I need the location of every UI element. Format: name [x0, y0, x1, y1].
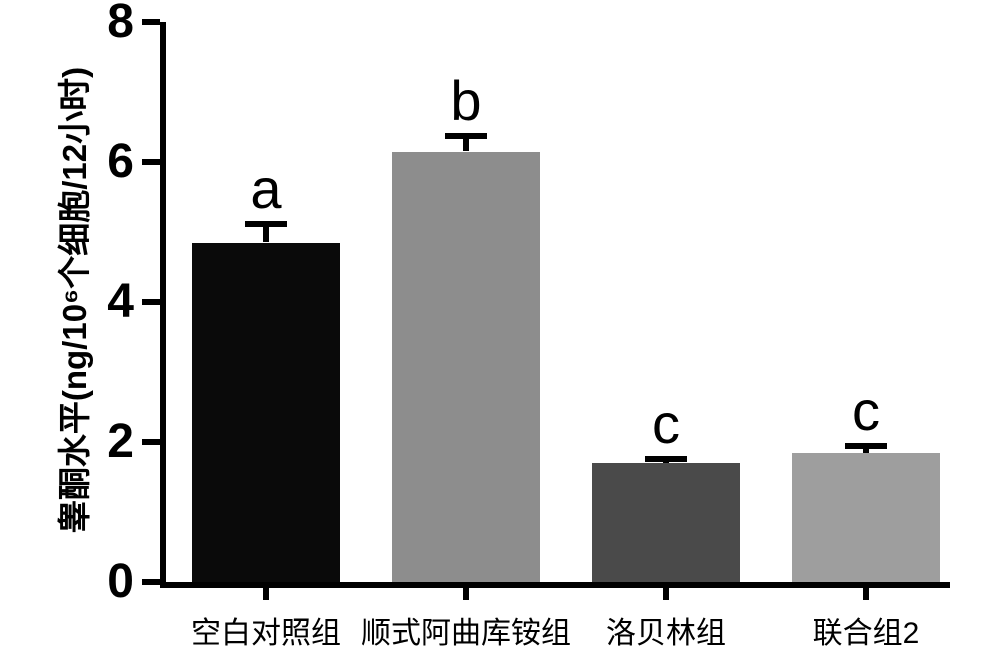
y-tick-label: 0: [82, 554, 134, 609]
y-tick-label: 4: [82, 274, 134, 329]
significance-label: c: [592, 391, 740, 456]
figure: 睾酮水平(ng/10⁶个细胞/12小时) abcc 02468空白对照组顺式阿曲…: [0, 0, 1000, 668]
y-axis-line: [160, 22, 166, 582]
bar: [392, 152, 540, 583]
x-tick: [263, 582, 269, 600]
x-axis-line: [160, 582, 950, 588]
error-bar-cap: [245, 221, 287, 227]
category-label: 联合组2: [756, 608, 976, 652]
error-bar-cap: [445, 133, 487, 139]
y-tick: [142, 159, 160, 165]
y-tick-label: 6: [82, 134, 134, 189]
y-tick: [142, 19, 160, 25]
x-tick: [863, 582, 869, 600]
category-label: 洛贝林组: [556, 608, 776, 652]
significance-label: c: [792, 378, 940, 443]
bar: [192, 243, 340, 583]
plot-area: ab cc: [160, 22, 950, 582]
error-bar-cap: [845, 443, 887, 449]
y-tick-label: 8: [82, 0, 134, 49]
error-bar-cap: [645, 456, 687, 462]
y-tick: [142, 579, 160, 585]
significance-label: b: [392, 68, 540, 133]
y-tick: [142, 439, 160, 445]
bar: [792, 453, 940, 583]
category-label: 顺式阿曲库铵组: [356, 608, 576, 652]
x-tick: [463, 582, 469, 600]
y-tick-label: 2: [82, 414, 134, 469]
significance-label: a: [192, 156, 340, 221]
y-tick: [142, 299, 160, 305]
category-label: 空白对照组: [156, 608, 376, 652]
x-tick: [663, 582, 669, 600]
bar: [592, 463, 740, 582]
